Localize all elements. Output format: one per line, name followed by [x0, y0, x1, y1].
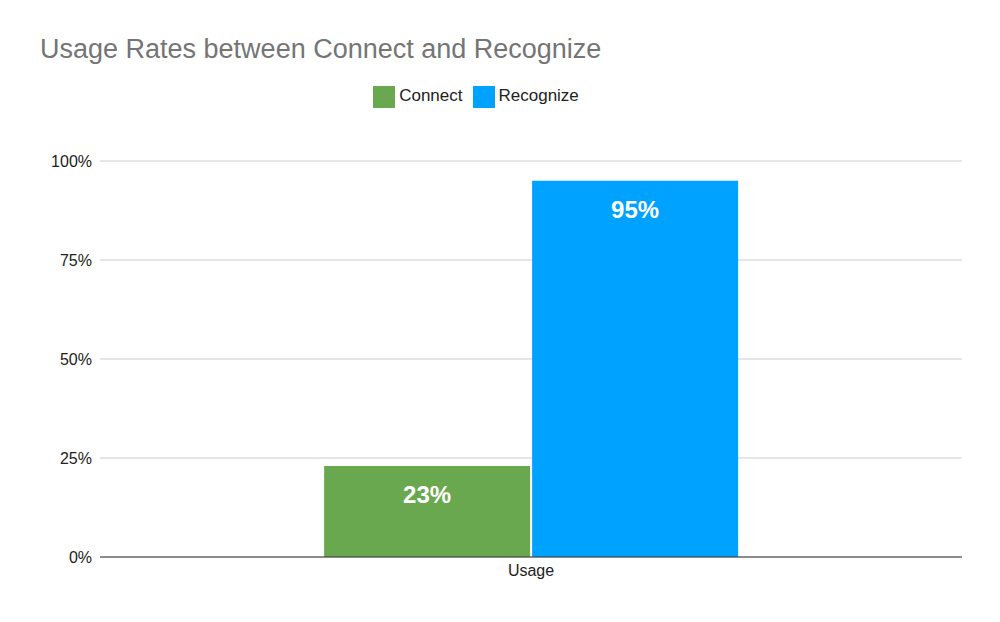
svg-text:50%: 50%: [60, 351, 92, 368]
html-text:Connect: Connect: [399, 86, 463, 106]
html-text:Usage Rates between Connect an: Usage Rates between Connect and Recogniz…: [40, 34, 602, 64]
svg-text:23%: 23%: [403, 481, 451, 508]
svg-text:100%: 100%: [51, 153, 92, 170]
svg-text:75%: 75%: [60, 252, 92, 269]
svg-text:25%: 25%: [60, 450, 92, 467]
svg-text:95%: 95%: [611, 196, 659, 223]
svg-text:Usage: Usage: [508, 562, 554, 579]
html-text:Recognize: Recognize: [498, 86, 579, 106]
svg-text:0%: 0%: [69, 549, 92, 566]
